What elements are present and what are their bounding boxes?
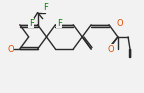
Text: F: F: [29, 19, 34, 28]
Text: O: O: [116, 19, 123, 28]
Text: O: O: [7, 45, 14, 54]
Text: O: O: [108, 45, 114, 54]
Text: F: F: [43, 3, 48, 12]
Text: F: F: [57, 19, 62, 28]
